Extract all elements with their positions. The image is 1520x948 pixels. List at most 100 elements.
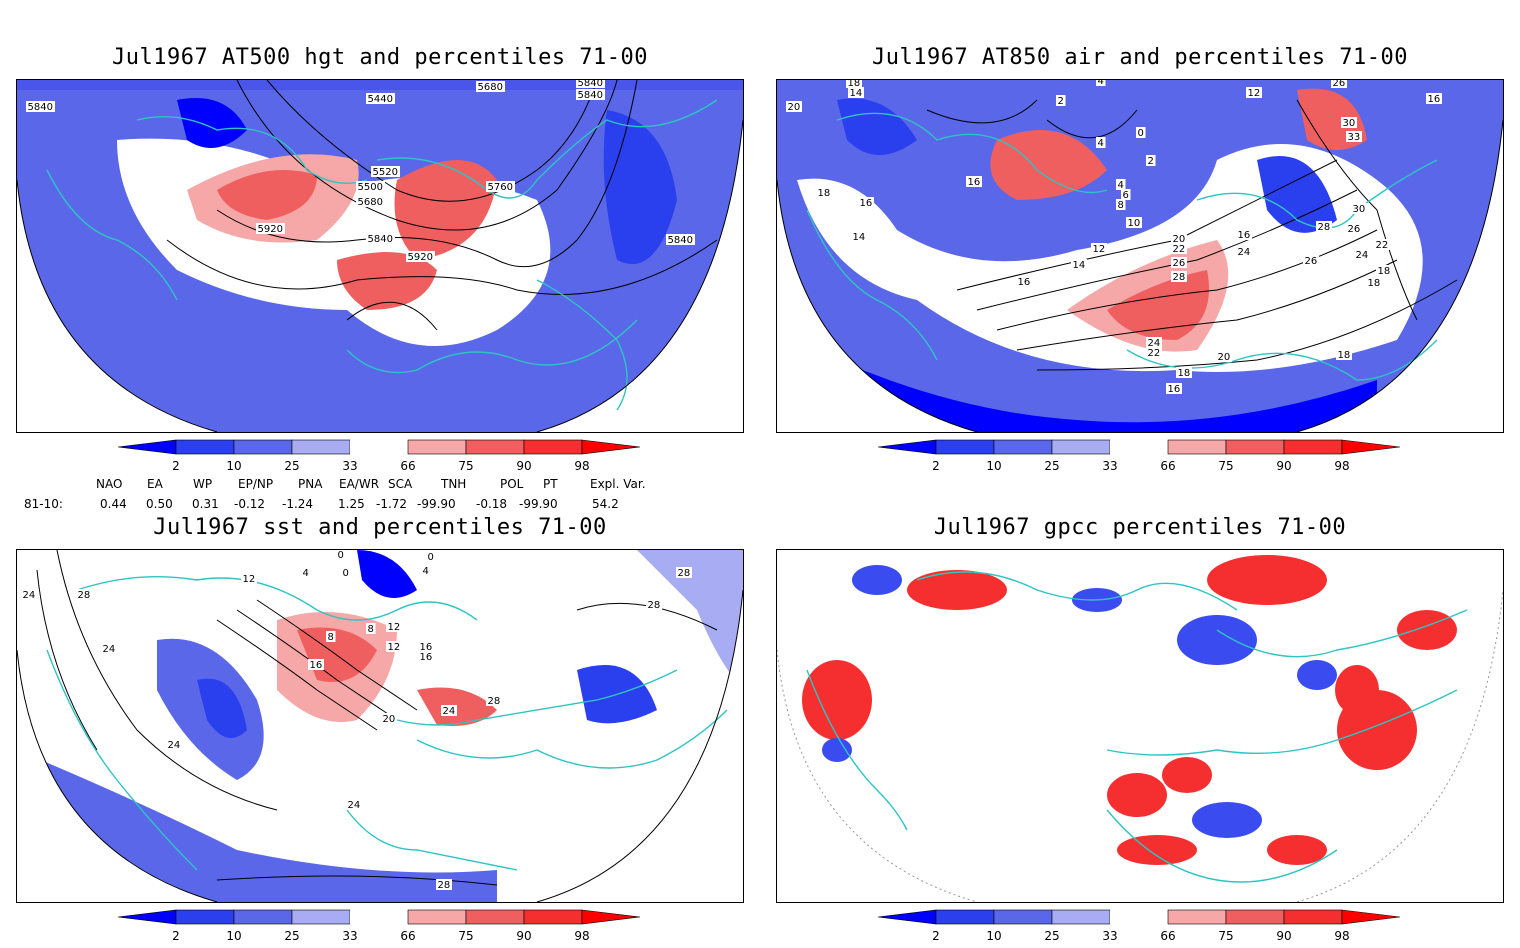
colorbar-hgt500: 2 10 25 33 66 75 90 98 [117,439,678,478]
shade-below-1 [837,98,917,155]
contour-label: 20 [381,713,397,725]
colorbar-label: 33 [1102,929,1118,943]
contour-label: 24 [101,643,117,655]
map-air850: 20 18 14 4 2 12 26 16 2 4 0 30 33 16 18 16 4 6 8 10 14 30 12 20… [776,79,1504,433]
colorbar-arrow-low [877,909,937,925]
contours [36,550,718,886]
contour-label: 20 [1216,351,1232,363]
svg-text:28: 28 [78,590,91,601]
colorbar-swatch-neutral [350,440,408,454]
svg-text:18: 18 [1338,350,1351,361]
colorbar-swatch [465,439,525,455]
contour-label: 24 [1236,246,1252,258]
contour-label: 18 [1336,349,1352,361]
contour-label: 0 [336,550,346,561]
svg-text:22: 22 [1148,348,1161,359]
colorbar-swatch [993,439,1053,455]
contour-label: 24 [346,799,362,811]
contour-label: 22 [1171,243,1187,255]
map-sst: 0 0 12 4 0 4 24 28 8 12 8 28 16 12 16 28 16 24 20 24 28 24 24 2… [16,549,744,903]
index-header-explvar: Expl. Var. [590,477,646,491]
shade-top [17,80,743,90]
index-value-pol: -0.18 [476,497,508,511]
disc-edge [777,589,1503,902]
colorbar-label: 2 [172,459,180,473]
svg-text:26: 26 [1305,256,1318,267]
shade-below-1 [177,98,247,148]
svg-text:5680: 5680 [358,197,383,208]
index-value-wp: 0.31 [192,497,219,511]
contour-label: 5840 [366,233,395,245]
colorbar-swatch [935,909,995,925]
shade-below-atl-core [197,678,247,738]
colorbar-label: 33 [342,459,358,473]
contour-label: 5680 [476,81,505,93]
contour-label: 2 [1056,95,1066,107]
contour-label: 5840 [666,234,695,246]
coastlines [46,99,718,411]
svg-text:33: 33 [1348,132,1361,143]
contour-label: 30 [1341,117,1357,129]
svg-text:28: 28 [1173,272,1186,283]
index-header-sca: SCA [388,477,413,491]
shade-below-2 [777,330,1377,432]
colorbar-label: 98 [1334,459,1350,473]
shade-above-1 [990,130,1107,200]
colorbar-arrow-high [581,439,641,455]
colorbar-label: 2 [172,929,180,943]
colorbar-swatch [1051,909,1111,925]
map-hgt500: 5840 5440 5680 5840 5840 5520 5500 5680 5760 5920… [16,79,744,433]
index-header-epnp: EP/NP [238,477,274,491]
svg-text:28: 28 [1318,222,1331,233]
colorbar-arrow-high [1341,909,1401,925]
svg-text:24: 24 [443,706,456,717]
index-header-nao: NAO [96,477,123,491]
index-header-eawr: EA/WR [339,477,380,491]
contour-label: 18 [846,80,862,89]
svg-text:22: 22 [1376,240,1389,251]
svg-text:12: 12 [388,642,401,653]
shade-above-3 [1107,270,1209,340]
svg-text:20: 20 [383,714,396,725]
svg-text:0: 0 [428,552,434,563]
contour-label: 20 [1171,233,1187,245]
colorbar-swatch [407,909,467,925]
svg-text:5840: 5840 [28,102,53,113]
colorbar-label: 90 [1276,929,1292,943]
contour-label: 24 [166,739,182,751]
shade-above [802,555,1457,865]
index-header-wp: WP [193,477,213,491]
svg-text:0: 0 [1138,128,1144,139]
contour-label: 24 [441,705,457,717]
contour-label: 14 [851,231,867,243]
colorbar-arrow-low [117,909,177,925]
contour-label: 18 [816,187,832,199]
colorbar-arrow-high [1341,439,1401,455]
colorbar-swatches [877,439,1401,455]
contour-label: 18 [1176,367,1192,379]
contour-label: 28 [676,567,692,579]
coastlines [806,571,1468,883]
colorbar-label: 2 [932,929,940,943]
contour-label: 5680 [356,196,385,208]
colorbar-label: 66 [400,459,416,473]
contour-label: 4 [1096,137,1106,149]
contour-label: 0 [341,567,351,579]
contour-label: 28 [1316,221,1332,233]
svg-text:24: 24 [1148,338,1161,349]
svg-text:14: 14 [850,88,863,99]
contour-label: 16 [418,651,434,663]
svg-text:20: 20 [788,102,801,113]
svg-text:26: 26 [1348,224,1361,235]
colorbar-swatch [1051,439,1111,455]
index-header-pt: PT [543,477,558,491]
contour-label: 5500 [356,181,385,193]
shade-below [822,565,1337,838]
contour-label: 16 [1016,276,1032,288]
contour-label: 8 [366,623,376,635]
colorbar-swatch [1225,909,1285,925]
contour-label: 2 [1146,155,1156,167]
contour-label: 24 [1354,249,1370,261]
contour-label: 20 [786,101,802,113]
